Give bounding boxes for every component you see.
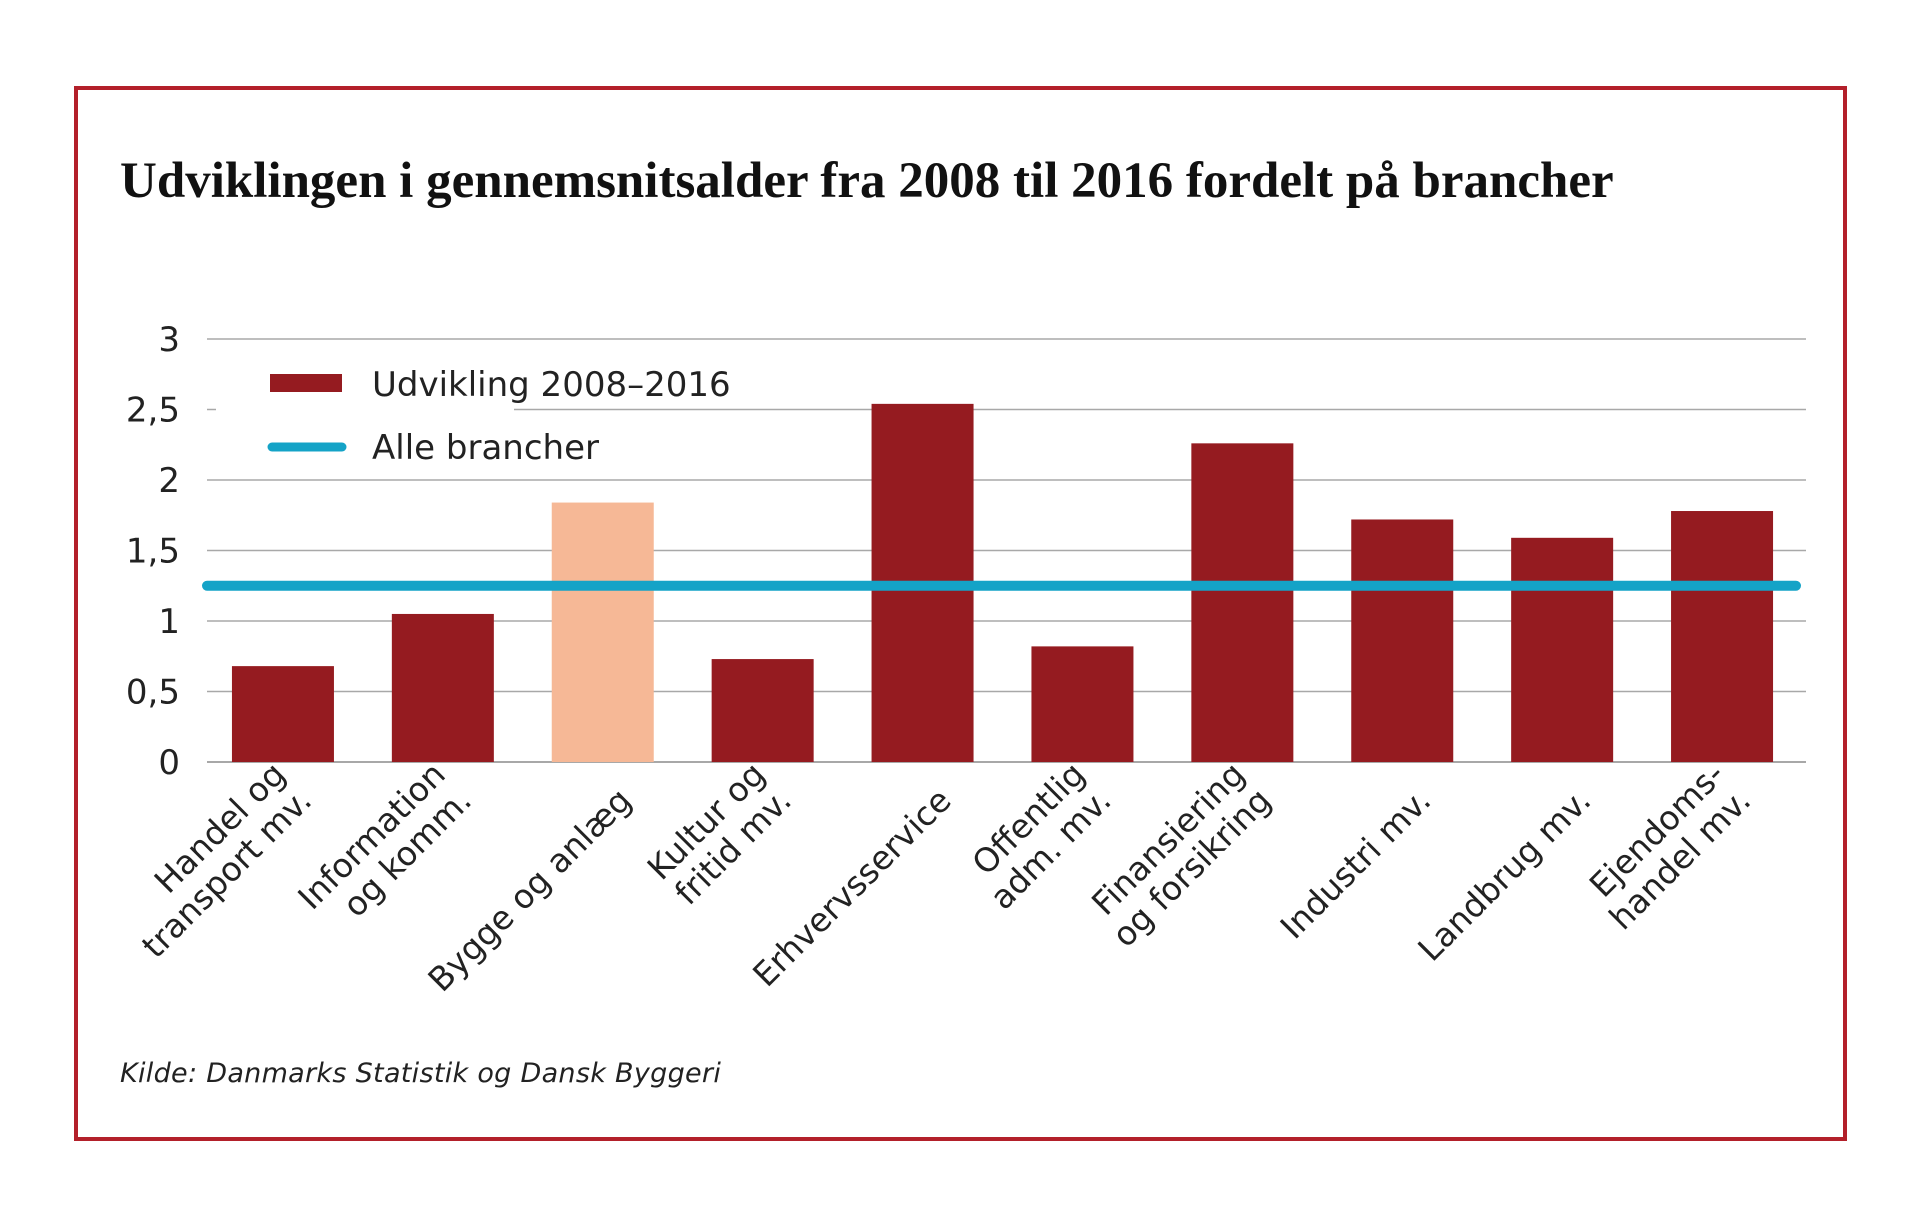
chart-title: Udviklingen i gennemsnitsalder fra 2008 … [120,153,1614,209]
bar [1351,519,1454,762]
y-tick-label: 1 [158,602,180,642]
legend-label-reference: Alle brancher [372,428,599,468]
legend-swatch-series [270,374,342,392]
bar [231,666,334,762]
y-tick-label: 3 [158,320,180,360]
bar [1191,443,1294,762]
x-category-label: Kultur ogfritid mv. [640,754,799,913]
bar [1031,646,1134,762]
y-tick-label: 0,5 [126,673,180,713]
legend-background [216,351,514,474]
y-tick-label: 2,5 [126,391,180,431]
x-category-label: Landbrug mv. [1410,781,1598,969]
chart-frame: Udviklingen i gennemsnitsalder fra 2008 … [74,86,1847,1141]
x-category-label: Finansieringog forsikring [1078,754,1278,954]
bar [551,502,654,762]
y-tick-label: 2 [158,461,180,501]
bar [1671,511,1774,762]
source-note: Kilde: Danmarks Statistik og Dansk Bygge… [120,1058,722,1089]
bar [1511,537,1614,762]
legend-label-series: Udvikling 2008–2016 [372,365,731,405]
bar [711,659,814,762]
bar [391,613,494,762]
x-category-label: Handel ogtransport mv. [108,754,319,965]
x-category-label: Informationog komm. [290,754,479,943]
y-tick-label: 1,5 [126,532,180,572]
x-category-label: Industri mv. [1273,781,1439,947]
x-category-label: Ejendoms-handel mv. [1575,754,1758,937]
bar-chart: 0 0,5 1 1,5 2 2,5 3 Udvikling 2008–2016 Alle bra… [108,320,1806,999]
y-tick-label: 0 [158,743,180,783]
